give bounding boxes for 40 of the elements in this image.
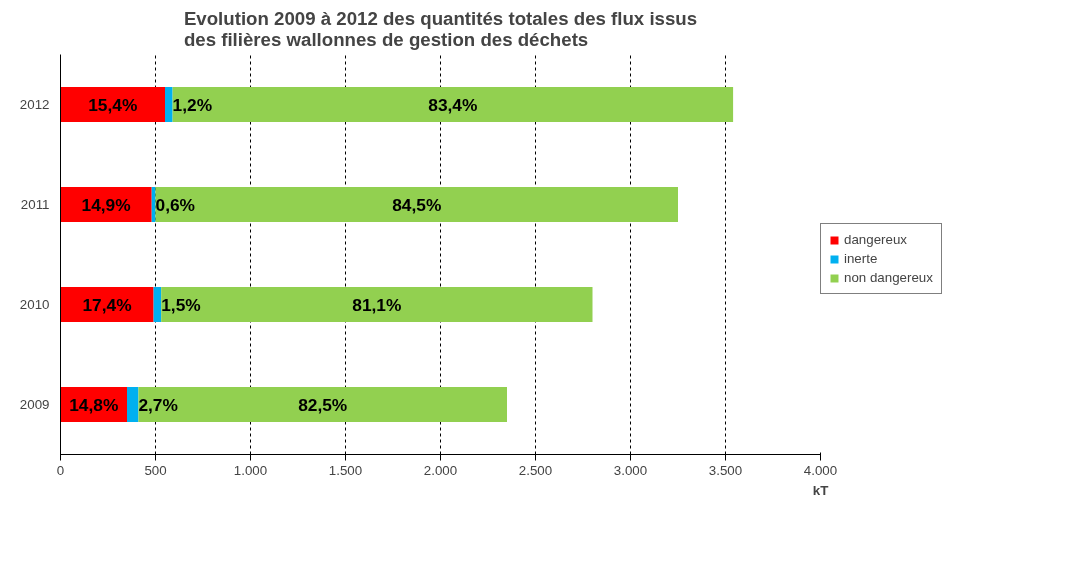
x-axis-title: kT [812, 482, 829, 498]
y-tick-label: 2012 [19, 97, 50, 112]
bar [138, 387, 507, 422]
annotation: 2,7% [138, 394, 178, 415]
y-tick-label: 2011 [20, 197, 50, 212]
legend-label: non dangereux [844, 270, 933, 285]
annotation: 17,4% [82, 294, 132, 315]
legend-label: inerte [844, 251, 878, 266]
x-tick-label: 0 [56, 462, 65, 478]
x-tick-label: 3.000 [613, 462, 648, 478]
annotation: 82,5% [298, 394, 348, 415]
x-tick-label: 2.000 [423, 462, 458, 478]
legend-label: dangereux [844, 232, 907, 247]
annotation: 14,9% [81, 194, 131, 215]
annotation: 81,1% [352, 294, 402, 315]
annotation: 83,4% [428, 94, 478, 115]
bar [155, 187, 678, 222]
bar [161, 287, 593, 322]
annotation: 0,6% [155, 194, 195, 215]
annotation: 1,2% [172, 94, 213, 115]
bar [165, 87, 173, 122]
x-tick-label: 500 [144, 462, 167, 478]
bar [151, 187, 156, 222]
x-tick-label: 1.000 [233, 462, 268, 478]
bar [153, 287, 162, 322]
bar [127, 387, 139, 422]
x-tick-label: 1.500 [328, 462, 363, 478]
x-tick-label: 2.500 [518, 462, 553, 478]
y-tick-label: 2010 [19, 297, 50, 312]
annotation: 15,4% [88, 94, 138, 115]
annotation: 1,5% [161, 294, 201, 315]
y-tick-label: 2009 [19, 397, 50, 412]
x-tick-label: 3.500 [708, 462, 743, 478]
x-tick-label: 4.000 [803, 462, 838, 478]
bar [60, 87, 165, 122]
annotation: 14,8% [69, 394, 119, 415]
annotation: 84,5% [392, 194, 442, 215]
bar [172, 87, 734, 122]
chart-title: Evolution 2009 à 2012 des quantités totales des flux issus des filières wallonnes de gestion des déchets [183, 7, 698, 50]
bar [60, 287, 154, 322]
